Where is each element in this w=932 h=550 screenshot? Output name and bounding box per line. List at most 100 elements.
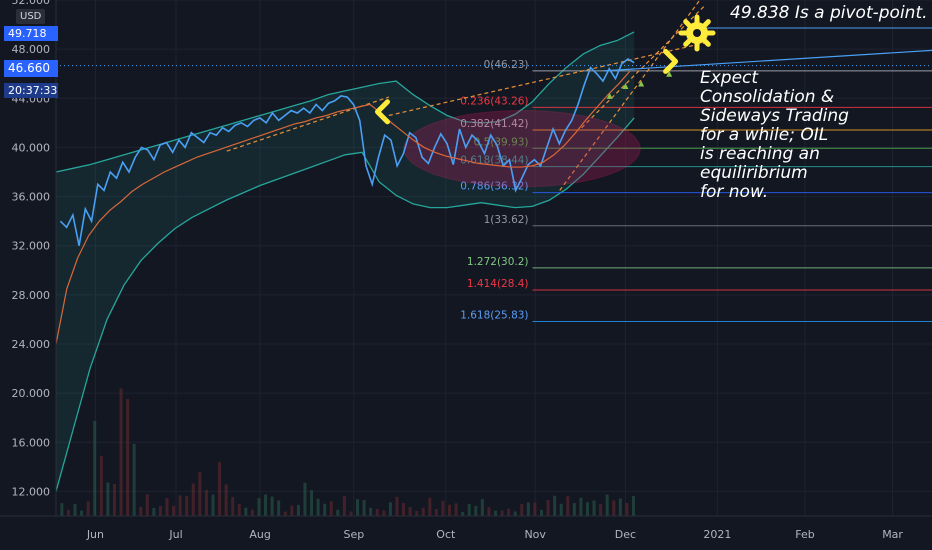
volume-bar <box>513 511 517 516</box>
volume-bar <box>204 489 208 516</box>
trendline <box>603 49 932 72</box>
volume-bar <box>388 502 392 516</box>
pivot-annotation: 49.838 Is a pivot-point. <box>730 3 928 23</box>
y-tick-label: 52.000 <box>12 0 51 7</box>
gear-tooth <box>702 19 711 28</box>
volume-bar <box>191 483 195 516</box>
consolidation-zone <box>403 110 641 188</box>
y-tick-label: 40.000 <box>12 141 51 154</box>
volume-bar <box>290 505 294 516</box>
volume-bar <box>480 499 484 516</box>
volume-bar <box>526 502 530 516</box>
volume-bar <box>592 500 596 516</box>
volume-bar <box>441 500 445 516</box>
volume-bar <box>80 510 84 516</box>
volume-bar <box>579 497 583 516</box>
volume-bar <box>487 507 491 516</box>
volume-bar <box>198 472 202 516</box>
series-lines <box>55 58 673 345</box>
gear-tooth <box>683 38 692 47</box>
last-price-badge: 46.660 <box>4 60 58 77</box>
volume-bar <box>395 496 399 516</box>
volume-bar <box>572 503 576 516</box>
volume-bar <box>152 507 156 516</box>
volume-bar <box>362 500 366 516</box>
volume-bar <box>559 503 563 516</box>
y-tick-label: 20.000 <box>12 387 51 400</box>
volume-bar <box>605 494 609 516</box>
gear-tooth <box>683 19 692 28</box>
trendline <box>581 5 705 129</box>
y-tick-label: 28.000 <box>12 289 51 302</box>
bollinger-bands <box>55 31 635 492</box>
volume-bar <box>454 503 458 516</box>
volume-bar <box>553 495 557 516</box>
volume-bar <box>145 494 149 516</box>
pivot-price-badge: 49.718 <box>4 26 58 41</box>
x-tick-label: 2021 <box>703 528 731 541</box>
volume-bar <box>421 507 425 516</box>
x-tick-label: Aug <box>249 528 270 541</box>
volume-bar <box>349 511 353 516</box>
volume-bar <box>585 502 589 516</box>
volume-bar <box>408 506 412 516</box>
bollinger-upper <box>55 31 635 173</box>
volume-bar <box>428 497 432 516</box>
volume-bar <box>139 506 143 516</box>
consolidation-ellipse <box>403 110 641 188</box>
volume-bar <box>494 510 497 516</box>
volume-bar <box>434 509 438 516</box>
moving-average-line <box>55 70 631 345</box>
volume-bar <box>356 499 360 516</box>
volume-bar <box>323 503 327 516</box>
volume-bar <box>599 504 603 516</box>
volume-bar <box>270 496 274 516</box>
x-tick-label: Sep <box>343 528 364 541</box>
volume-bar <box>566 496 570 516</box>
y-tick-label: 16.000 <box>12 436 51 449</box>
volume-bar <box>132 443 136 516</box>
fib-label-1.272: 1.272(30.2) <box>467 256 529 268</box>
volume-bar <box>231 496 235 516</box>
x-tick-label: Nov <box>524 528 546 541</box>
volume-bar <box>625 502 629 516</box>
y-tick-label: 32.000 <box>12 240 51 253</box>
x-tick-label: Jun <box>86 528 104 541</box>
volume-bar <box>546 500 550 516</box>
x-tick-label: Feb <box>795 528 814 541</box>
signal-marker <box>666 70 673 77</box>
trendline <box>559 0 701 191</box>
x-axis-bg <box>0 516 932 550</box>
volume-bar <box>448 504 452 516</box>
volume-bar <box>172 505 176 516</box>
volume-bar <box>533 502 537 516</box>
volume-bar <box>618 498 622 516</box>
currency-badge[interactable]: USD <box>16 9 46 24</box>
left-arrow-icon <box>374 99 390 125</box>
volume-bar <box>612 500 616 516</box>
volume-bar <box>99 455 103 516</box>
volume-bar <box>520 504 524 516</box>
volume-bar <box>93 420 97 516</box>
x-tick-label: Jul <box>168 528 182 541</box>
volume-bar <box>264 494 268 516</box>
volume-bar <box>539 509 543 516</box>
volume-bar <box>316 498 320 516</box>
x-tick-label: Oct <box>436 528 456 541</box>
fib-retracement: 0(46.23)0.236(43.26)0.382(41.42)0.5(39.9… <box>460 59 932 323</box>
volume-bar <box>369 507 373 516</box>
volume-bar <box>303 482 307 516</box>
gear-hole <box>693 29 701 37</box>
x-axis: Jun Jul Aug Sep Oct Nov Dec 2021 Feb Mar <box>0 515 932 550</box>
volume-bar <box>250 509 254 516</box>
volume-bar <box>165 498 169 516</box>
volume-bar <box>257 498 261 516</box>
fib-label-0.236: 0.236(43.26) <box>460 95 528 107</box>
volume-bar <box>283 511 287 516</box>
volume-bar <box>112 483 116 516</box>
signal-marker <box>606 92 613 99</box>
y-tick-label: 48.000 <box>12 43 51 56</box>
fib-label-0: 0(46.23) <box>484 59 529 71</box>
volume-bar <box>66 509 70 516</box>
